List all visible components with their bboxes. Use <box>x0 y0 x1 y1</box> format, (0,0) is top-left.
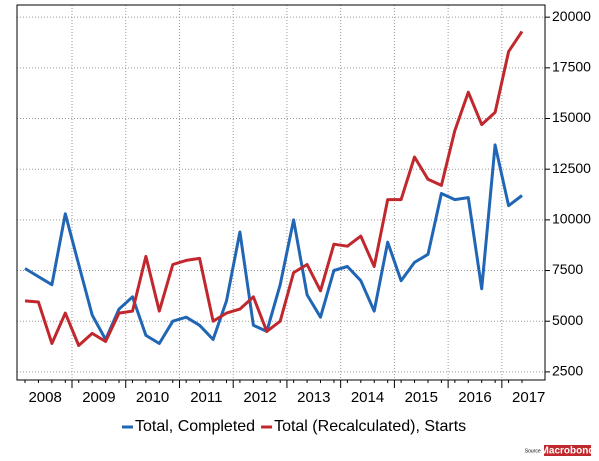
y-tick-label: 15000 <box>552 109 591 125</box>
y-tick-label: 7500 <box>552 261 583 277</box>
x-tick-label: 2012 <box>243 389 276 406</box>
legend-label: Total (Recalculated), Starts <box>274 418 466 435</box>
x-tick-label: 2017 <box>512 389 545 406</box>
series-line <box>24 30 524 347</box>
y-tick-label: 17500 <box>552 59 591 75</box>
x-tick-label: 2011 <box>190 389 222 406</box>
x-tick-label: 2008 <box>28 389 61 406</box>
x-tick-label: 2016 <box>458 389 491 406</box>
x-tick-label: 2013 <box>297 389 330 406</box>
source-logo <box>544 445 591 456</box>
series-line <box>24 143 523 345</box>
axes: 2500 5000 7500 10000 12500 15000 17500 20000 200… <box>24 8 591 406</box>
y-tick-label: 20000 <box>552 8 591 24</box>
y-tick-label: 2500 <box>552 363 583 379</box>
legend-label: Total, Completed <box>135 418 255 435</box>
x-tick-label: 2014 <box>351 389 384 406</box>
plot-frame <box>16 4 546 381</box>
x-tick-label: 2009 <box>82 389 115 406</box>
lines <box>24 30 524 347</box>
x-tick-label: 2010 <box>136 389 169 406</box>
source-name: Macrobond <box>541 446 595 456</box>
y-tick-label: 5000 <box>552 312 583 328</box>
source-label: Source: <box>525 448 542 454</box>
x-tick-label: 2015 <box>405 389 438 406</box>
y-tick-label: 12500 <box>552 160 591 176</box>
legend: Total, Completed Total (Recalculated), St… <box>122 418 466 435</box>
y-tick-label: 10000 <box>552 211 591 227</box>
